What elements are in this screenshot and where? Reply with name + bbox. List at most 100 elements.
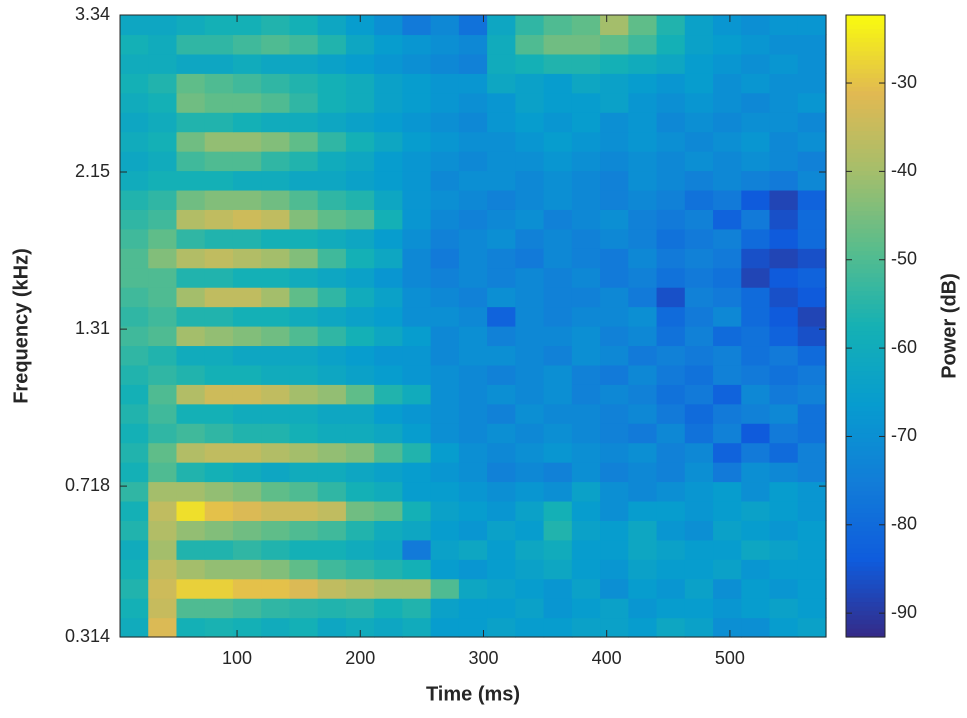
heat-cell [656,53,686,74]
heat-cell [458,326,488,347]
heat-cell [120,520,149,541]
colorbar-swatch [846,583,885,589]
heat-cell [430,189,460,210]
y-tick-label: 1.31 [75,318,110,338]
colorbar-swatch [846,628,885,634]
heat-cell [289,287,319,308]
heat-cell [289,73,319,94]
heat-cell [289,481,319,502]
heat-cell [204,326,234,347]
heat-cell [402,364,432,385]
heat-cell [543,92,573,113]
heat-cell [515,34,545,55]
heat-cell [628,384,658,405]
heat-cell [797,92,827,113]
heat-cell [402,384,432,405]
heat-cell [261,403,291,424]
heat-cell [713,442,742,463]
heat-cell [628,559,658,580]
colorbar-swatch [846,134,885,140]
colorbar-swatch [846,605,885,611]
colorbar-swatch [846,214,885,220]
heat-cell [345,364,375,385]
heat-cell [148,598,178,619]
heat-cell [317,34,347,55]
heat-cell [741,500,771,521]
heat-cell [515,442,545,463]
heat-cell [430,345,460,366]
heat-cell [261,112,291,133]
heat-cell [402,151,432,172]
heat-cell [232,598,262,619]
colorbar-swatch [846,272,885,278]
heat-cell [402,559,432,580]
heat-cell [148,73,178,94]
heat-cell [345,423,375,444]
heat-cell [374,617,403,638]
heat-cell [120,384,149,405]
heat-cell [487,326,516,347]
heat-cell [289,92,319,113]
heat-cell [797,267,827,288]
heat-cell [628,578,658,599]
heat-cell [430,598,460,619]
heat-cell [713,520,742,541]
heat-cell [628,73,658,94]
heat-cell [148,384,178,405]
heat-cell [487,423,516,444]
heat-cell [204,364,234,385]
heat-cell [289,520,319,541]
heat-cell [204,481,234,502]
colorbar-label: Power (dB) [938,273,960,379]
colorbar-swatch [846,246,885,252]
colorbar-swatch [846,228,885,234]
heat-cell [317,423,347,444]
heat-cell [204,520,234,541]
x-tick-label: 500 [715,648,745,668]
heat-cell [515,287,545,308]
heat-cell [656,267,686,288]
colorbar-swatch [846,517,885,523]
heat-cell [402,228,432,249]
heat-cell [741,248,771,269]
heat-cell [628,151,658,172]
heat-cell [289,53,319,74]
heat-cell [769,364,799,385]
heat-cell [148,53,178,74]
colorbar-swatch [846,210,885,216]
heat-cell [741,73,771,94]
heat-cell [656,345,686,366]
heat-cell [741,481,771,502]
heat-cell [769,170,799,191]
heat-cell [543,73,573,94]
heat-cell [402,209,432,230]
heat-cell [543,462,573,483]
heat-cell [120,403,149,424]
heat-cell [176,287,206,308]
heat-cell [600,228,629,249]
heat-cell [120,287,149,308]
heat-cell [204,462,234,483]
heat-cell [261,520,291,541]
heat-cell [289,403,319,424]
heat-cell [628,53,658,74]
heat-cell [543,209,573,230]
heat-cell [769,617,799,638]
heat-cell [148,481,178,502]
heat-cell [656,248,686,269]
heat-cell [600,617,629,638]
colorbar-swatch [846,441,885,447]
heat-cell [232,267,262,288]
heat-cell [374,326,403,347]
heat-cell [769,34,799,55]
heat-cell [374,170,403,191]
heat-cell [261,53,291,74]
heat-cell [684,228,714,249]
heat-cell [543,15,573,36]
heat-cell [684,345,714,366]
heat-cell [684,617,714,638]
heat-cell [374,34,403,55]
colorbar-swatch [846,299,885,305]
heat-cell [600,267,629,288]
heat-cell [769,151,799,172]
